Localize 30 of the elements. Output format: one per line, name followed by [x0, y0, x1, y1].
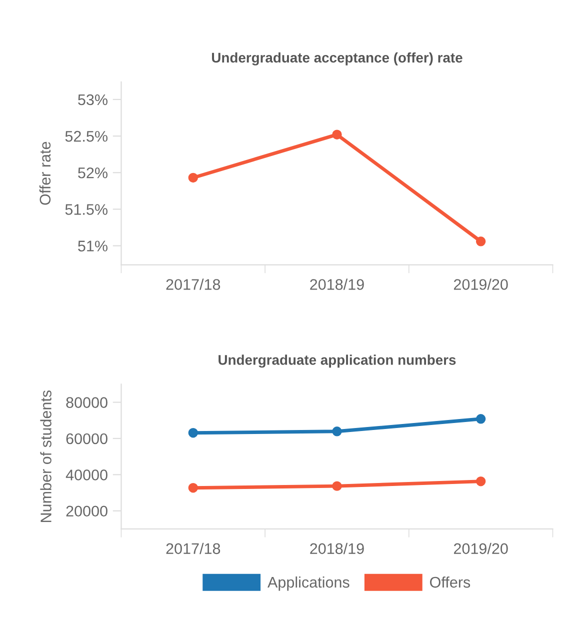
- point: [188, 172, 198, 183]
- y-tick-label: 80000: [66, 397, 108, 408]
- point: [188, 428, 198, 438]
- y-axis-title: Offer rate: [39, 142, 51, 205]
- y-axis-title: Number of students: [40, 390, 52, 522]
- x-tick-label: 2019/20: [454, 278, 508, 290]
- y-tick-label: 53%: [78, 94, 108, 106]
- x-tick-label: 2017/18: [166, 278, 220, 290]
- y-tick-label: 52.5%: [65, 130, 108, 142]
- point: [476, 476, 486, 486]
- y-tick-label: 40000: [66, 470, 108, 480]
- point: [188, 483, 198, 493]
- y-tick-label: 52%: [78, 167, 108, 178]
- point: [332, 481, 342, 491]
- x-tick-label: 2017/18: [166, 542, 220, 554]
- x-tick-label: 2019/20: [454, 542, 508, 554]
- x-tick-label: 2018/19: [310, 542, 364, 554]
- chart-title: Undergraduate application numbers: [218, 354, 456, 368]
- y-tick-label: 20000: [66, 506, 108, 517]
- y-tick-label: 60000: [66, 433, 108, 444]
- y-tick-label: 51%: [78, 240, 108, 252]
- legend-label: Applications: [268, 576, 350, 591]
- y-tick-label: 51.5%: [65, 204, 108, 215]
- legend-label: Offers: [430, 576, 470, 588]
- point: [476, 236, 486, 246]
- point: [332, 426, 342, 436]
- x-tick-label: 2018/19: [310, 278, 364, 290]
- point: [332, 130, 342, 140]
- chart-title: Undergraduate acceptance (offer) rate: [212, 52, 462, 66]
- point: [476, 414, 486, 424]
